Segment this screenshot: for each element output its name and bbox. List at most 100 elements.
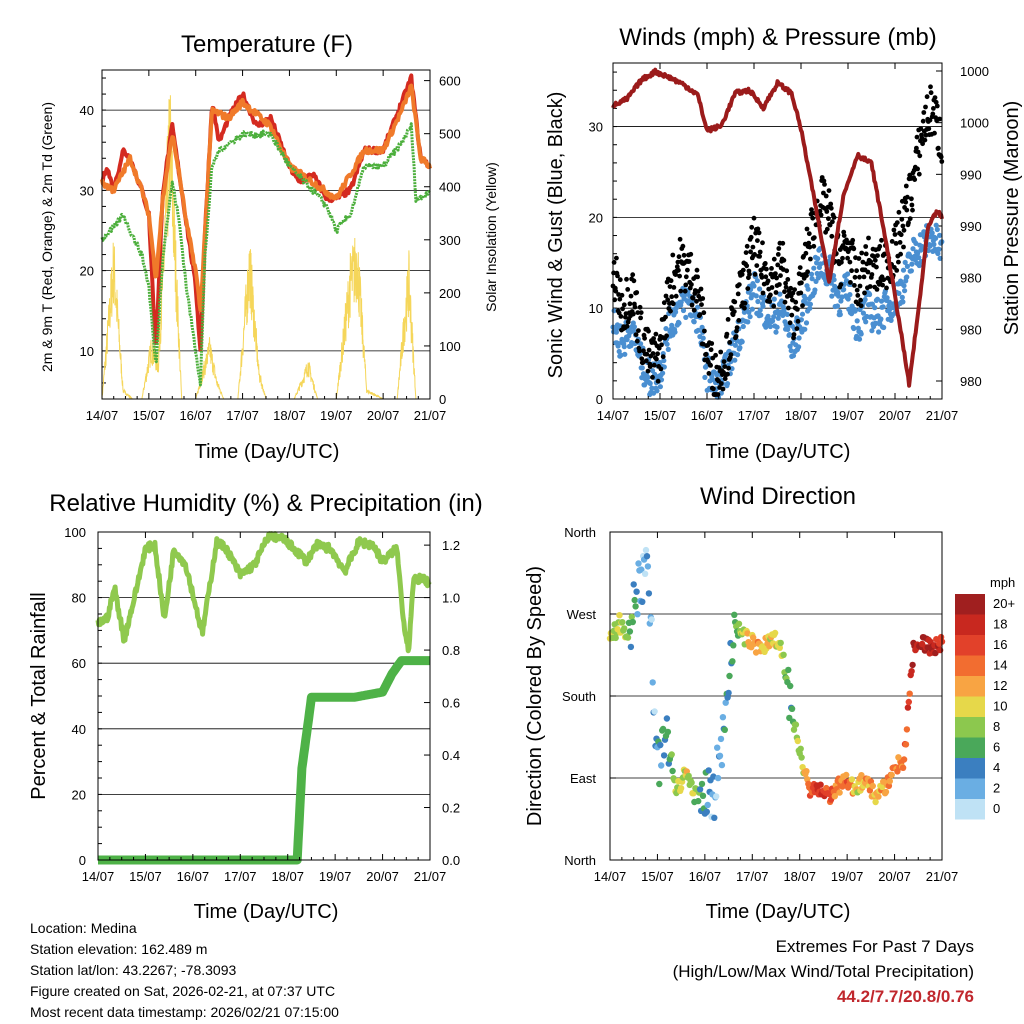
winds-point-gust [614,255,619,261]
winds-point-wind [851,325,857,332]
winds-point-gust [734,325,740,330]
winds-point-wind [931,241,937,247]
winds-point-gust [667,284,673,289]
temperature-ytick-label: 30 [80,183,94,198]
winds-point-wind [814,260,820,266]
winds-point-gust [841,229,847,235]
winds-point-gust [899,216,905,222]
direction-point [621,625,628,632]
winds-ytick-label: 0 [596,392,603,407]
winds-point-gust [771,303,777,309]
direction-point [668,751,675,758]
winds-point-gust [739,272,745,277]
winds-point-wind [829,293,835,299]
winds-point-gust [775,262,781,268]
winds-point-wind [841,286,847,293]
winds-point-wind [678,299,684,305]
temperature-xtick-label: 14/07 [86,408,119,423]
winds-point-gust [909,202,915,208]
winds-point-gust [811,243,817,249]
winds-point-wind [876,329,882,335]
direction-point [677,785,685,792]
direction-point [817,781,824,788]
direction-point [729,658,736,665]
winds-point-gust [627,301,633,307]
temperature-ytick-label: 10 [80,344,94,359]
winds-point-wind [732,342,739,348]
winds-point-gust [683,274,689,280]
direction-point [906,690,913,697]
winds-point-wind [858,331,864,337]
direction-point [882,788,890,796]
humidity-xtick-label: 16/07 [177,869,210,884]
winds-point-wind [660,370,666,376]
winds-point-wind [808,271,815,277]
temperature-xtick-label: 17/07 [226,408,259,423]
winds-point-wind [790,353,797,359]
winds-point-wind [909,261,915,267]
winds-point-gust [660,354,666,360]
temperature-rtick-label: 500 [439,127,461,142]
winds-point-gust [664,333,669,339]
direction-point [905,698,912,706]
winds-point-gust [872,257,878,263]
direction-point [903,726,911,733]
direction-point [644,563,652,570]
station-info: Location: Medina Station elevation: 162.… [30,918,339,1023]
winds-point-gust [898,251,903,257]
winds-point-gust [673,272,678,277]
direction-point [658,762,665,769]
winds-point-wind [763,324,769,330]
winds-point-gust [771,256,777,262]
winds-point-gust [901,244,906,250]
direction-point [902,741,910,748]
direction-point [660,752,668,759]
winds-point-gust [861,274,867,280]
winds-point-gust [644,351,650,357]
winds-point-wind [649,368,656,374]
winds-rtick-label: 990 [960,219,982,234]
colorbar-label: 4 [993,760,1000,775]
winds-point-wind [767,323,774,330]
winds-point-gust [915,166,920,172]
winds-point-wind [691,319,697,325]
colorbar-title: mph [990,575,1015,590]
direction-point [628,613,635,621]
winds-plot: 0 10 20 30 1000 1000 990 990 980 980 980 14/07 15/07… [589,62,989,423]
winds-point-wind [935,250,941,257]
winds-point-wind [910,246,916,252]
direction-point [771,629,779,637]
colorbar-swatch [955,696,985,717]
winds-point-wind [913,240,919,246]
colorbar-label: 16 [993,637,1007,652]
direction-point [704,801,711,809]
winds-point-wind [878,316,884,322]
winds-point-gust [742,300,748,306]
winds-point-wind [615,343,621,349]
winds-point-gust [755,226,761,232]
winds-point-gust [783,280,788,286]
direction-point [626,628,634,635]
winds-point-wind [618,352,624,358]
winds-point-gust [868,259,874,265]
winds-point-wind [683,314,689,320]
winds-point-gust [931,106,936,111]
direction-point [909,661,916,669]
humidity-rtick-label: 0.2 [442,801,460,816]
colorbar-swatch [955,676,985,697]
winds-point-gust [745,286,751,291]
winds-point-gust [699,302,704,307]
humidity-ytick-label: 0 [79,853,86,868]
winds-point-gust [760,240,765,246]
winds-point-gust [780,240,786,246]
winds-point-wind [613,329,620,335]
winds-point-gust [619,292,625,298]
direction-point [627,643,635,651]
winds-ytick-label: 10 [589,301,603,316]
winds-point-gust [613,288,619,294]
winds-point-gust [914,134,920,140]
winds-point-gust [938,154,944,160]
winds-point-gust [775,252,781,257]
humidity-xtick-label: 18/07 [271,869,304,884]
winds-point-wind [786,332,793,338]
